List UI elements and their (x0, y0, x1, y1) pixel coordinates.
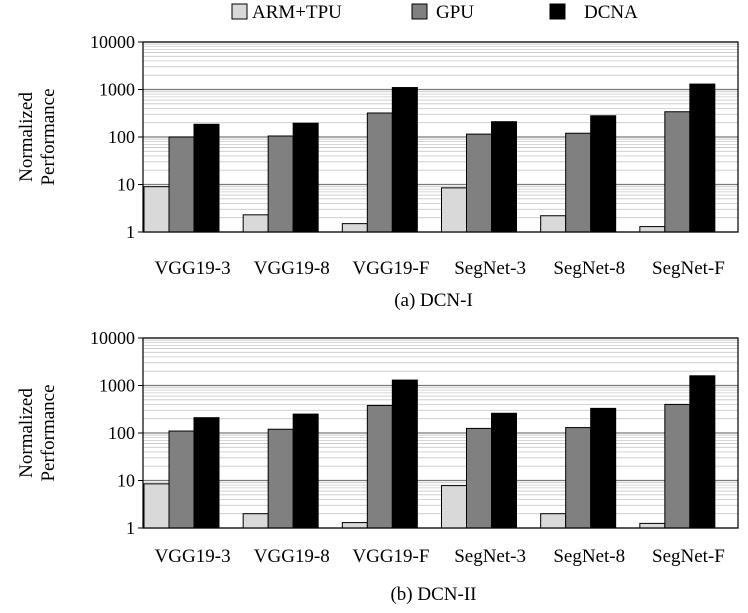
bar-dcna-segnet-f (689, 83, 716, 233)
y-tick-label-10: 10 (117, 175, 135, 195)
bar-gpu-segnet-8 (565, 132, 592, 233)
plot-frame (142, 337, 739, 529)
legend-swatch-dcna (549, 3, 566, 20)
x-tick-label-segnet-3: SegNet-3 (454, 546, 526, 567)
y-tick-label-1000: 1000 (99, 376, 135, 396)
bar-arm-tpu-vgg19-3 (143, 186, 170, 233)
bar-gpu-segnet-f (664, 111, 691, 233)
bar-gpu-vgg19-3 (168, 430, 195, 529)
bar-arm-tpu-vgg19-3 (143, 483, 170, 529)
y-axis-title: NormalizedPerformance (16, 384, 59, 481)
legend-item-arm-tpu: ARM+TPU (231, 2, 342, 23)
y-tick-label-10000: 10000 (90, 32, 135, 52)
bar-gpu-segnet-8 (565, 427, 592, 529)
x-tick-label-segnet-3: SegNet-3 (454, 258, 526, 279)
bar-dcna-segnet-3 (491, 412, 517, 529)
bar-dcna-segnet-f (689, 375, 716, 529)
legend-swatch-arm-tpu (231, 3, 248, 20)
panel-caption: (b) DCN-II (390, 584, 476, 605)
bar-dcna-vgg19-3 (193, 123, 220, 233)
y-axis-title-line: Normalized (16, 92, 37, 182)
y-tick-label-1: 1 (126, 222, 135, 242)
panel-dcn-i: 1 10 100 1000 10000 VGG19-3 VGG19-8 VGG19-F SegN… (16, 32, 739, 311)
legend-item-gpu: GPU (411, 2, 474, 23)
y-tick-label-10: 10 (117, 471, 135, 491)
bar-dcna-vgg19-3 (193, 417, 220, 529)
legend-swatch-gpu (411, 3, 428, 20)
x-tick-label-segnet-8: SegNet-8 (553, 546, 625, 567)
bar-dcna-segnet-8 (590, 115, 617, 233)
bar-arm-tpu-segnet-8 (540, 215, 567, 233)
bar-dcna-vgg19-f (391, 87, 418, 233)
y-tick-label-100: 100 (108, 127, 135, 147)
y-tick-label-100: 100 (108, 423, 135, 443)
y-axis-title-line: Normalized (16, 388, 37, 478)
legend-label-dcna: DCNA (584, 2, 638, 23)
bar-gpu-segnet-f (664, 403, 691, 529)
x-tick-label-vgg19-8: VGG19-8 (254, 546, 330, 567)
bar-arm-tpu-vgg19-f (341, 223, 368, 233)
bar-arm-tpu-segnet-3 (441, 187, 467, 233)
legend-label-arm-tpu: ARM+TPU (252, 2, 342, 23)
y-axis-title-line: Performance (38, 384, 59, 481)
bar-gpu-vgg19-f (366, 404, 393, 529)
bar-dcna-segnet-3 (491, 121, 517, 233)
bar-dcna-segnet-8 (590, 407, 617, 529)
legend: ARM+TPU GPU DCNA (231, 2, 638, 23)
panel-caption: (a) DCN-I (394, 290, 473, 311)
x-tick-label-vgg19-f: VGG19-F (352, 258, 429, 279)
bar-arm-tpu-vgg19-f (341, 522, 368, 529)
bar-dcna-vgg19-f (391, 379, 418, 529)
bar-gpu-vgg19-8 (267, 428, 294, 529)
legend-item-dcna: DCNA (549, 2, 638, 23)
y-axis-title: NormalizedPerformance (16, 88, 59, 185)
x-tick-label-vgg19-8: VGG19-8 (254, 258, 330, 279)
x-tick-label-segnet-8: SegNet-8 (553, 258, 625, 279)
x-tick-label-vgg19-3: VGG19-3 (155, 258, 231, 279)
x-tick-label-vgg19-f: VGG19-F (352, 546, 429, 567)
panel-dcn-ii: 1 10 100 1000 10000 VGG19-3 VGG19-8 VGG19-F SegN… (16, 328, 739, 605)
bar-arm-tpu-segnet-f (639, 226, 666, 233)
x-tick-label-segnet-f: SegNet-F (652, 546, 725, 567)
bar-arm-tpu-segnet-8 (540, 513, 567, 529)
bar-gpu-segnet-3 (466, 133, 492, 233)
bar-arm-tpu-vgg19-8 (242, 214, 269, 233)
y-tick-label-10000: 10000 (90, 328, 135, 348)
bar-dcna-vgg19-8 (292, 413, 319, 529)
bar-gpu-vgg19-f (366, 112, 393, 233)
bar-gpu-segnet-3 (466, 427, 492, 529)
y-tick-label-1: 1 (126, 518, 135, 538)
bar-gpu-vgg19-3 (168, 136, 195, 233)
x-tick-label-segnet-f: SegNet-F (652, 258, 725, 279)
y-tick-label-1000: 1000 (99, 80, 135, 100)
legend-label-gpu: GPU (436, 2, 474, 23)
y-axis-title-line: Performance (38, 88, 59, 185)
bar-dcna-vgg19-8 (292, 122, 319, 233)
bar-arm-tpu-segnet-3 (441, 485, 467, 529)
bar-gpu-vgg19-8 (267, 135, 294, 233)
bar-arm-tpu-segnet-f (639, 522, 666, 529)
x-tick-label-vgg19-3: VGG19-3 (155, 546, 231, 567)
bar-arm-tpu-vgg19-8 (242, 513, 269, 529)
plot-frame (142, 41, 739, 233)
